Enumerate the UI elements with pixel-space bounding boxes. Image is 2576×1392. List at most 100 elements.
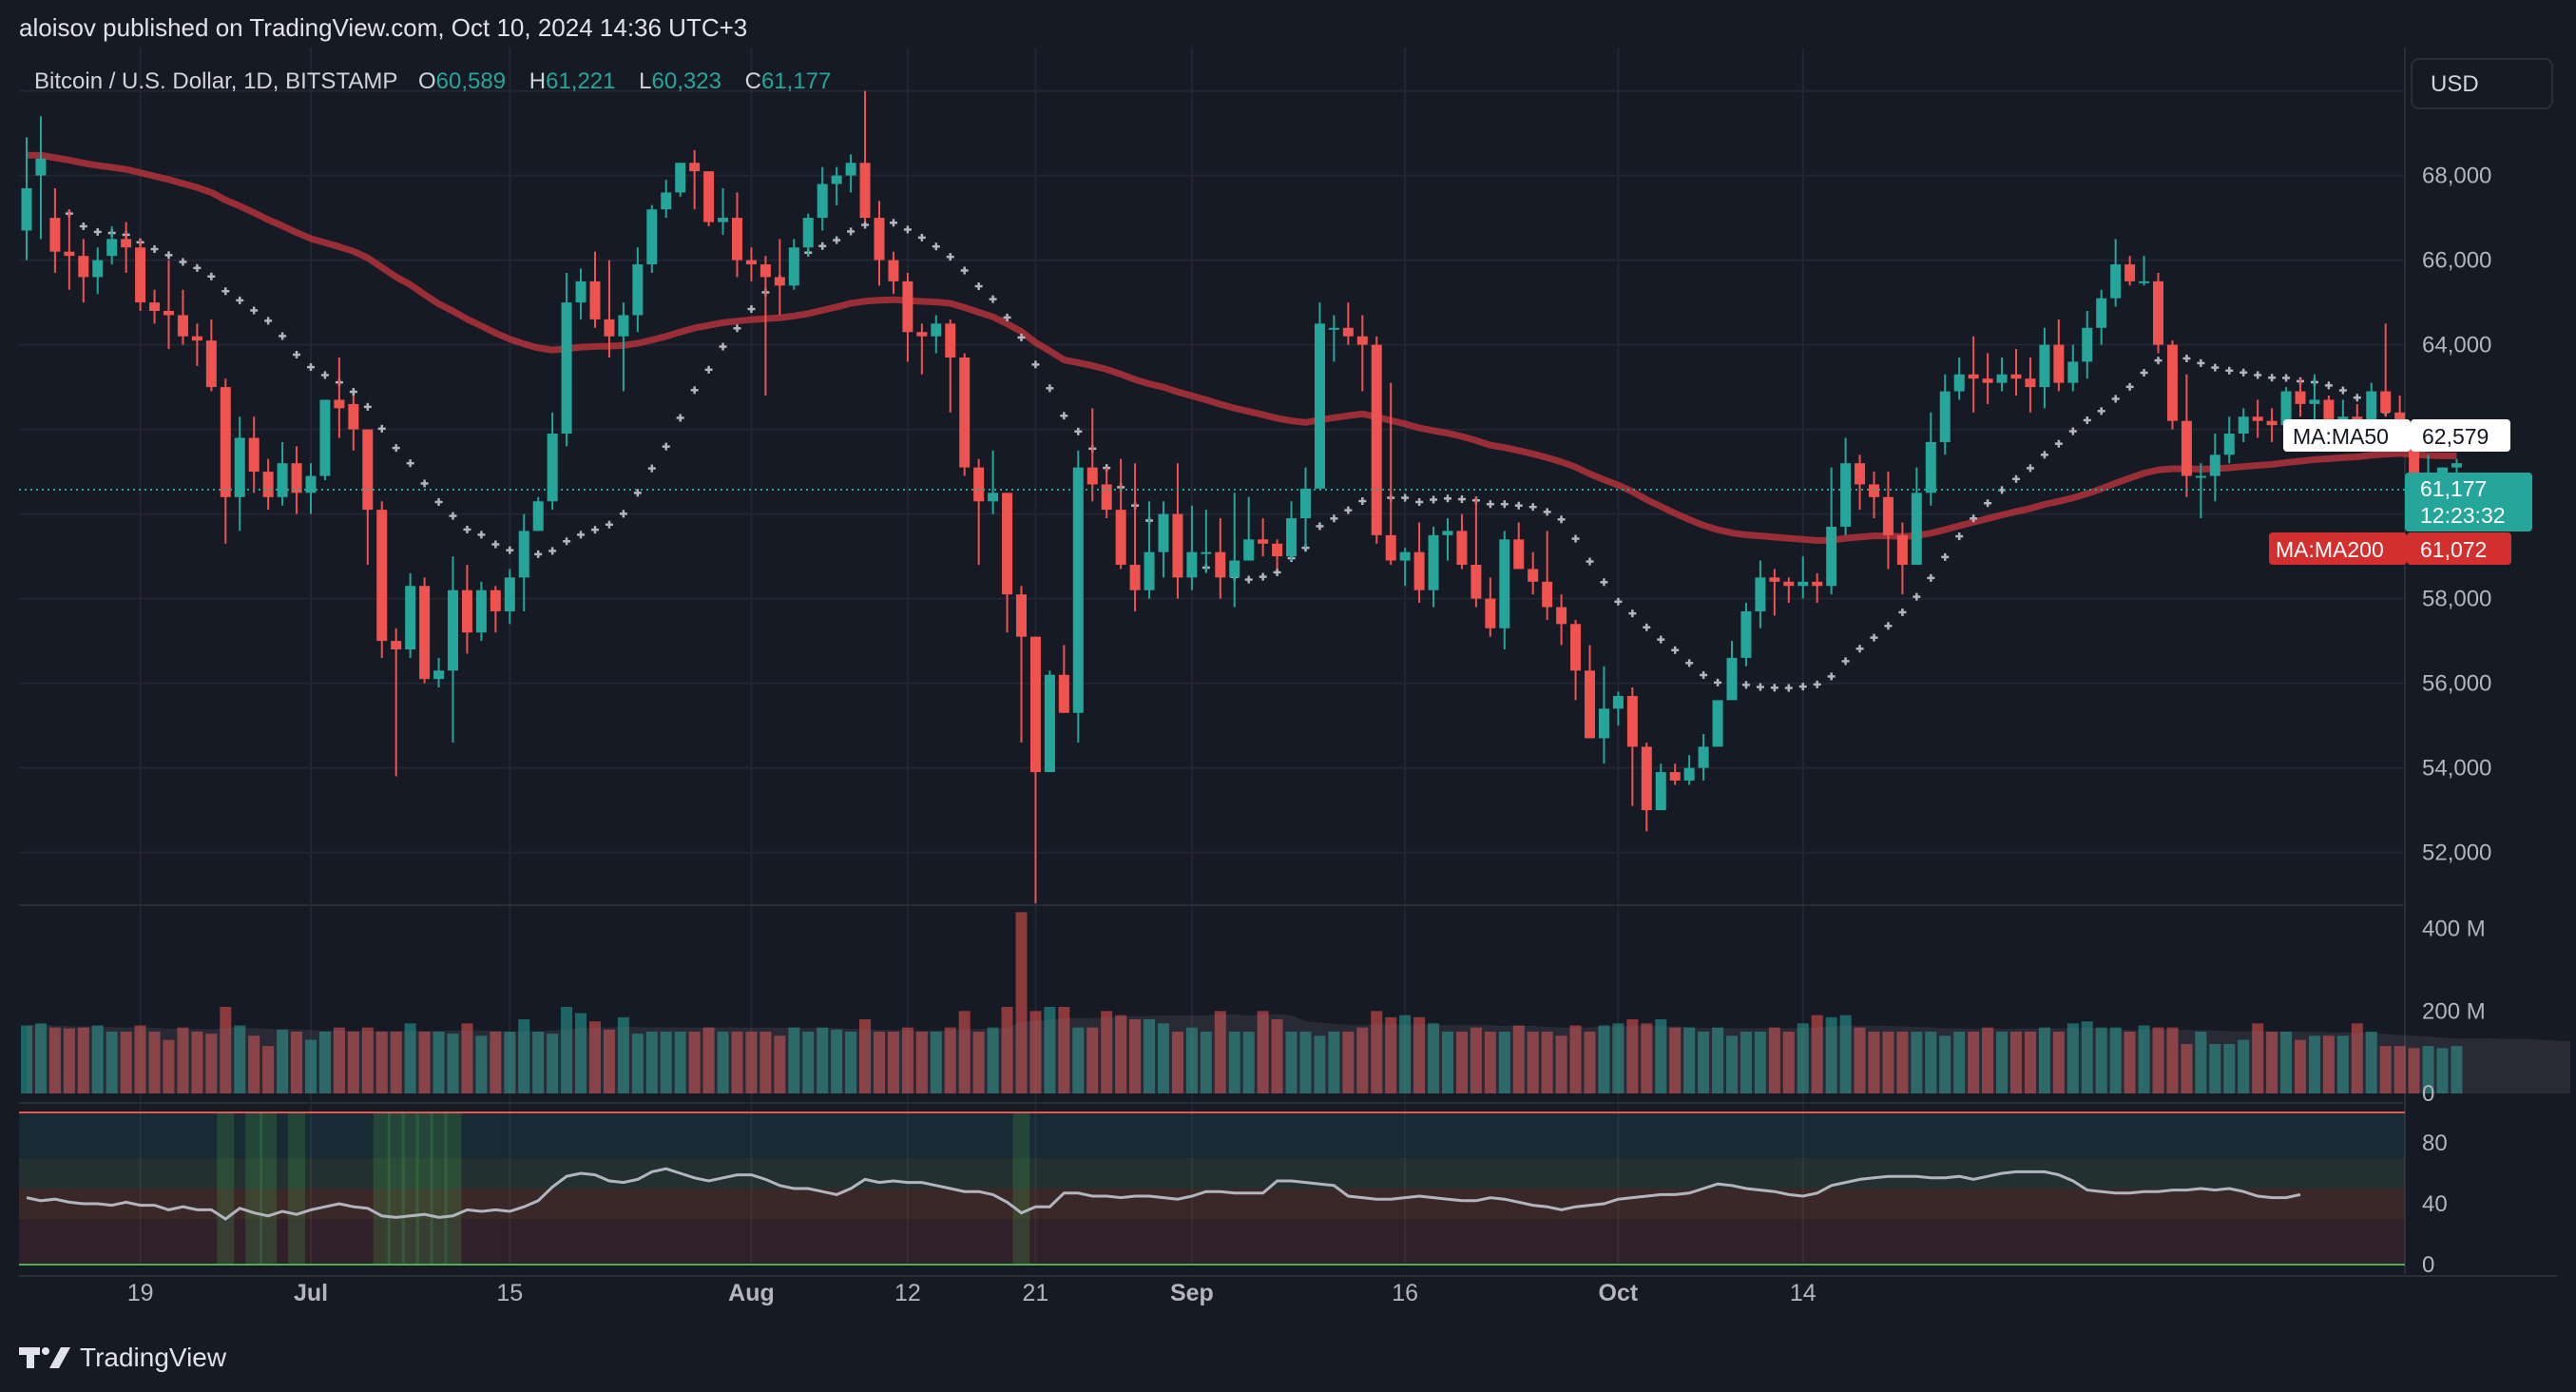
ma50-dot (320, 371, 329, 379)
volume-bar (1754, 1032, 1766, 1093)
candle-body (35, 158, 47, 176)
candle (2223, 416, 2235, 464)
candle (689, 149, 701, 210)
candle (1882, 472, 1894, 570)
ma50-dot (1486, 500, 1494, 509)
candle-body (1485, 598, 1496, 628)
candle (2124, 256, 2136, 286)
candle-body (1528, 569, 1539, 582)
volume-bar (163, 1039, 175, 1093)
candle-body (831, 175, 842, 184)
candle-body (1655, 772, 1666, 811)
candle (277, 441, 288, 506)
ma50-dot (420, 479, 429, 488)
ma50-dot (1913, 592, 1921, 601)
volume-bar (1342, 1032, 1355, 1093)
volume-bar (277, 1029, 289, 1093)
candle-body (1896, 534, 1908, 565)
candle (92, 247, 104, 295)
candle (817, 166, 828, 231)
candle (262, 458, 274, 511)
candle (2181, 374, 2192, 497)
volume-bar (774, 1035, 786, 1093)
ma50-dot (279, 332, 287, 340)
candle (2025, 357, 2036, 413)
candle-body (589, 280, 601, 319)
candle-body (21, 187, 32, 231)
volume-bar (2181, 1044, 2193, 1093)
candle (64, 209, 75, 290)
symbol-title: Bitcoin / U.S. Dollar, 1D, BITSTAMP (34, 68, 397, 94)
candle (448, 556, 458, 743)
volume-tick-label: 400 M (2422, 917, 2486, 942)
volume-bar (1669, 1027, 1682, 1093)
ma50-dot (833, 236, 841, 244)
high-value: 61,221 (546, 68, 615, 94)
candle-body (675, 163, 686, 193)
ma50-dot (1571, 534, 1580, 543)
candle (1101, 467, 1112, 519)
rsi-oversold-highlight (260, 1112, 278, 1265)
ma50-dot (1798, 683, 1807, 691)
volume-bar (2322, 1035, 2335, 1093)
volume-bar (1214, 1011, 1226, 1093)
volume-bar (1811, 1015, 1823, 1093)
volume-bar (120, 1032, 132, 1093)
candle (732, 192, 742, 278)
candle (1328, 315, 1339, 362)
ma50-dot (363, 402, 372, 411)
candle (1655, 764, 1666, 811)
volume-bar (631, 1034, 644, 1093)
candle (1585, 645, 1595, 739)
brand[interactable]: TradingView (19, 1343, 226, 1373)
open-label: O (418, 68, 436, 94)
volume-bar (1185, 1027, 1198, 1093)
candle-body (348, 403, 359, 430)
candle-body (859, 163, 871, 219)
ma50-dot (491, 540, 500, 549)
candle-body (1626, 695, 1638, 747)
candle (1456, 513, 1468, 570)
volume-bar (674, 1032, 686, 1093)
candle (718, 187, 729, 235)
ma50-dot (1273, 568, 1281, 576)
candle-body (1968, 374, 1979, 379)
volume-bar (2351, 1023, 2363, 1093)
rsi-panel (19, 1112, 2405, 1266)
candle (191, 323, 202, 366)
candle (291, 446, 302, 514)
candle (916, 323, 928, 375)
ma50-dot (1557, 515, 1566, 524)
candle-body (1712, 700, 1723, 747)
volume-bar (518, 1019, 530, 1093)
candle (1413, 522, 1425, 604)
currency-button[interactable]: USD (2411, 58, 2553, 109)
candle-body (1328, 327, 1339, 330)
candle (1513, 522, 1525, 570)
volume-bar (106, 1032, 118, 1093)
candle-body (262, 472, 274, 497)
candle-body (2252, 416, 2263, 421)
volume-axis: 0 200 M 400 M (2422, 917, 2486, 1107)
ma50-dot (1970, 514, 1978, 523)
ma50-dot (662, 442, 670, 451)
ma50-dot (264, 317, 273, 325)
ma50-dot (2268, 374, 2277, 382)
ma50-dot (2324, 381, 2333, 390)
candle (1002, 493, 1013, 633)
time-tick-label: Jul (294, 1280, 328, 1306)
candle (547, 412, 558, 511)
candle-body (1172, 513, 1183, 578)
volume-bar (2422, 1046, 2434, 1093)
volume-bar (318, 1032, 331, 1093)
candle (319, 399, 331, 480)
candle-body (2039, 344, 2050, 388)
ma50-dot (293, 350, 301, 358)
volume-bar (1257, 1011, 1269, 1093)
ma50-dot (1700, 670, 1708, 679)
volume-bar (48, 1027, 61, 1093)
volume-bar (333, 1027, 345, 1093)
top-bar: aloisov published on TradingView.com, Oc… (0, 0, 2576, 53)
ma50-dot (1643, 623, 1651, 631)
